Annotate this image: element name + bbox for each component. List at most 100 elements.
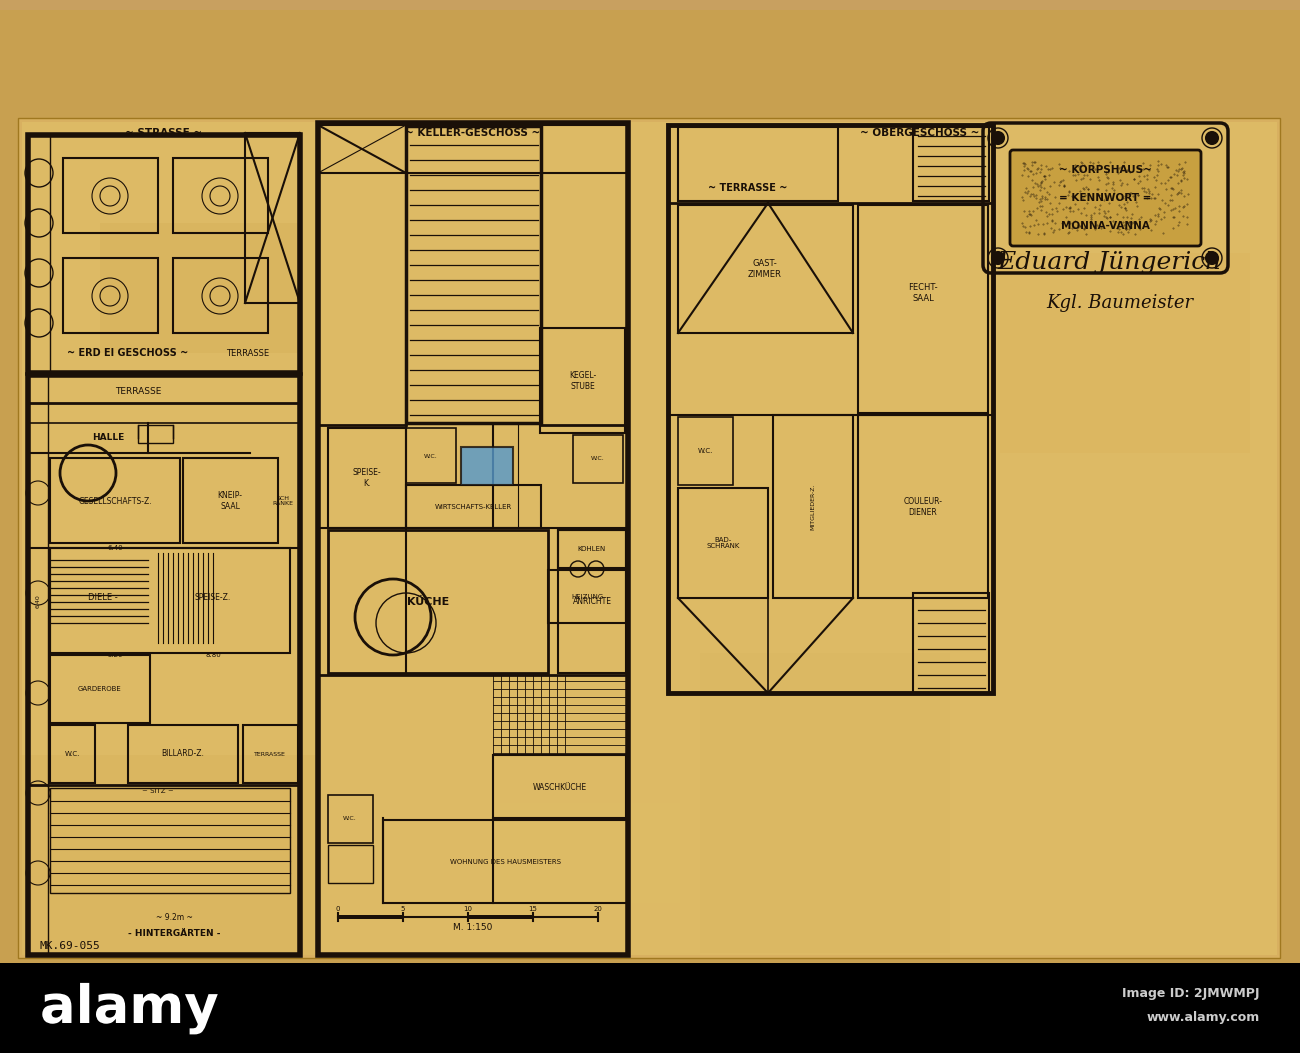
Text: HALLE: HALLE xyxy=(92,434,124,442)
Text: GESELLSCHAFTS-Z.: GESELLSCHAFTS-Z. xyxy=(78,497,152,505)
Bar xyxy=(29,135,49,373)
Text: ~ SITZ ~: ~ SITZ ~ xyxy=(142,788,174,794)
Bar xyxy=(549,570,627,623)
Bar xyxy=(173,258,268,333)
Circle shape xyxy=(1206,132,1218,144)
Text: - HINTERGÄRTEN -: - HINTERGÄRTEN - xyxy=(127,929,220,937)
Text: MITGLIEDER-Z.: MITGLIEDER-Z. xyxy=(810,483,815,531)
Text: Image ID: 2JMWMPJ: Image ID: 2JMWMPJ xyxy=(1122,987,1260,999)
Text: KEGEL-
STUBE: KEGEL- STUBE xyxy=(569,372,597,391)
Bar xyxy=(338,915,403,919)
Text: KNEIP-
SAAL: KNEIP- SAAL xyxy=(217,492,243,511)
Circle shape xyxy=(992,132,1004,144)
Text: W.C.: W.C. xyxy=(343,816,358,821)
Text: W.C.: W.C. xyxy=(64,751,79,757)
Bar xyxy=(20,755,320,955)
Bar xyxy=(100,223,300,353)
Bar xyxy=(1000,253,1251,453)
Text: BILLARD-Z.: BILLARD-Z. xyxy=(161,750,204,758)
Bar xyxy=(29,375,48,955)
Bar xyxy=(858,205,988,413)
Bar xyxy=(558,530,627,673)
Circle shape xyxy=(1206,252,1218,264)
Text: GARDEROBE: GARDEROBE xyxy=(78,686,122,692)
Bar xyxy=(183,458,278,543)
Text: ~ ERD EI GESCHOSS ~: ~ ERD EI GESCHOSS ~ xyxy=(68,347,188,358)
Text: ~ TERRASSE ~: ~ TERRASSE ~ xyxy=(708,183,788,193)
Bar xyxy=(127,726,238,783)
Bar xyxy=(468,915,533,919)
Text: 0: 0 xyxy=(335,906,341,912)
Bar xyxy=(62,258,159,333)
Bar xyxy=(62,158,159,233)
Text: W.C.: W.C. xyxy=(592,457,604,461)
Text: Eduard Jüngerich: Eduard Jüngerich xyxy=(998,252,1222,275)
Text: MK.69-055: MK.69-055 xyxy=(40,941,101,951)
Text: DIELE -: DIELE - xyxy=(88,594,118,602)
Text: SPEISE-Z.: SPEISE-Z. xyxy=(195,594,231,602)
Text: alamy: alamy xyxy=(40,982,218,1034)
Text: KOHLEN: KOHLEN xyxy=(578,547,606,552)
Text: 5.20: 5.20 xyxy=(107,652,122,658)
Text: KÜCHE: KÜCHE xyxy=(407,597,448,607)
Bar xyxy=(668,125,993,693)
Text: = KENNWORT =: = KENNWORT = xyxy=(1058,193,1152,203)
Text: ~ OBERGESCHOSS ~: ~ OBERGESCHOSS ~ xyxy=(861,128,980,138)
Bar xyxy=(858,415,988,598)
Bar xyxy=(0,963,1300,1053)
Text: TERRASSE: TERRASSE xyxy=(254,752,286,756)
Text: HEIZUNG: HEIZUNG xyxy=(571,594,603,600)
Text: 5: 5 xyxy=(400,906,406,912)
FancyBboxPatch shape xyxy=(1010,150,1201,246)
Bar xyxy=(679,417,733,485)
Text: SPEISE-
K.: SPEISE- K. xyxy=(352,469,381,488)
Bar xyxy=(22,122,1277,955)
Bar xyxy=(406,428,456,483)
Text: WASCHKÜCHE: WASCHKÜCHE xyxy=(533,782,588,792)
Text: WIRTSCHAFTS-KELLER: WIRTSCHAFTS-KELLER xyxy=(434,504,512,510)
Text: ~ KORPSHAUS~: ~ KORPSHAUS~ xyxy=(1058,165,1152,175)
Bar xyxy=(49,458,179,543)
Text: 6.40: 6.40 xyxy=(35,594,40,608)
Bar xyxy=(243,726,298,783)
Bar xyxy=(328,428,406,528)
Bar xyxy=(18,118,1280,958)
Text: ANRICHTE: ANRICHTE xyxy=(572,597,611,607)
Text: ~ STRASSE ~: ~ STRASSE ~ xyxy=(125,128,203,138)
Bar xyxy=(913,127,989,201)
Bar xyxy=(138,425,173,443)
Bar xyxy=(318,125,628,173)
Bar xyxy=(384,820,628,903)
Bar xyxy=(500,803,680,903)
Bar xyxy=(49,726,95,783)
Bar xyxy=(774,415,853,598)
Bar xyxy=(493,755,627,818)
Bar xyxy=(406,126,541,423)
Text: COULEUR-
DIENER: COULEUR- DIENER xyxy=(903,497,942,517)
Text: Kgl. Baumeister: Kgl. Baumeister xyxy=(1046,294,1193,312)
Text: 15: 15 xyxy=(529,906,537,912)
Text: W.C.: W.C. xyxy=(424,454,438,458)
Bar xyxy=(328,530,549,673)
Text: FECHT-
SAAL: FECHT- SAAL xyxy=(909,283,937,302)
Bar xyxy=(913,593,989,693)
Bar xyxy=(679,488,768,598)
Bar xyxy=(679,205,853,333)
Circle shape xyxy=(992,252,1004,264)
Text: ~ 9.2m ~: ~ 9.2m ~ xyxy=(156,914,192,922)
Bar xyxy=(49,655,150,723)
Text: 6.40: 6.40 xyxy=(107,545,122,551)
Bar xyxy=(573,435,623,483)
Bar xyxy=(462,448,514,485)
Bar xyxy=(328,795,373,843)
Text: 20: 20 xyxy=(594,906,602,912)
Bar xyxy=(406,485,541,528)
Bar xyxy=(400,503,601,653)
Text: TERRASSE: TERRASSE xyxy=(114,386,161,396)
Bar xyxy=(173,158,268,233)
Bar xyxy=(699,653,950,953)
Bar xyxy=(29,135,300,373)
Text: 10: 10 xyxy=(464,906,472,912)
Text: GAST-
ZIMMER: GAST- ZIMMER xyxy=(747,259,781,279)
Bar xyxy=(328,845,373,883)
